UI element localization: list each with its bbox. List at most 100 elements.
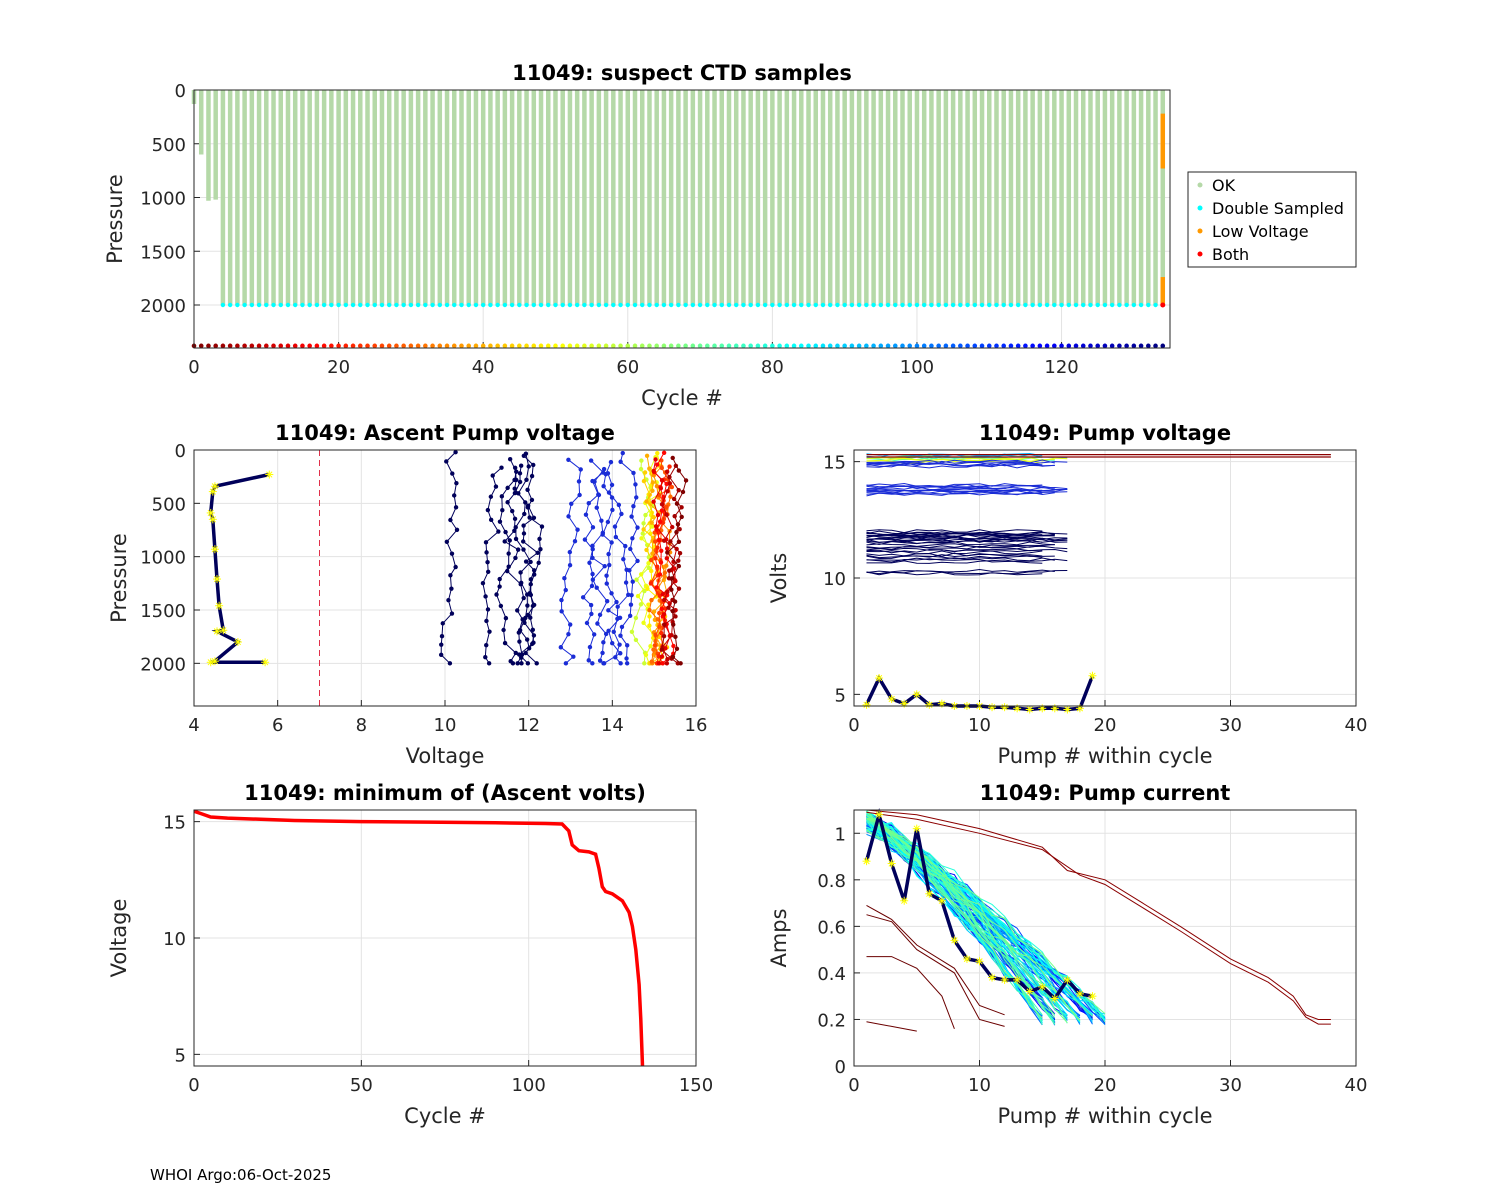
- x-axis-label: Pump # within cycle: [998, 1104, 1213, 1128]
- x-axis-label: Pump # within cycle: [998, 744, 1213, 768]
- cycle-color-marker: [372, 343, 378, 349]
- voltage-sample-point: [590, 661, 595, 666]
- double-sampled-point: [625, 302, 630, 308]
- voltage-sample-point: [487, 629, 492, 634]
- cycle-color-marker: [791, 343, 797, 349]
- voltage-sample-point: [657, 572, 663, 577]
- double-sampled-point: [893, 302, 898, 308]
- voltage-sample-point: [626, 592, 631, 598]
- voltage-sample-point: [664, 661, 670, 666]
- pump-voltage-line: [866, 559, 1043, 564]
- cycle-color-marker: [379, 343, 385, 349]
- cycle-color-marker: [748, 343, 753, 349]
- cycle-color-marker: [1052, 343, 1057, 349]
- double-sampled-point: [849, 302, 855, 308]
- cycle-color-marker: [415, 343, 421, 349]
- double-sampled-point: [365, 302, 370, 308]
- double-sampled-point: [748, 302, 753, 308]
- pump-voltage-line: [866, 571, 1043, 576]
- voltage-sample-point: [602, 563, 607, 569]
- star-marker: [1088, 992, 1097, 1001]
- double-sampled-point: [285, 302, 291, 308]
- voltage-sample-point: [537, 536, 542, 542]
- x-tick-label: 40: [1345, 1075, 1368, 1096]
- double-sampled-point: [741, 302, 746, 308]
- star-marker: [215, 601, 224, 610]
- voltage-sample-point: [618, 633, 623, 638]
- x-axis-label: Cycle #: [641, 386, 723, 410]
- voltage-sample-point: [635, 525, 640, 530]
- voltage-profile-line: [607, 473, 629, 664]
- voltage-sample-point: [676, 468, 682, 473]
- double-sampled-point: [654, 302, 659, 308]
- voltage-sample-point: [519, 661, 524, 666]
- y-axis-label: Voltage: [107, 899, 131, 978]
- cycle-color-marker: [560, 343, 566, 349]
- voltage-sample-point: [650, 551, 655, 556]
- voltage-sample-point: [680, 489, 686, 495]
- double-sampled-point: [546, 302, 551, 308]
- voltage-sample-point: [644, 547, 649, 553]
- voltage-sample-point: [566, 457, 571, 462]
- voltage-sample-point: [660, 591, 666, 597]
- voltage-sample-point: [507, 538, 512, 543]
- voltage-sample-point: [521, 595, 526, 601]
- double-sampled-point: [256, 302, 262, 308]
- voltage-sample-point: [618, 459, 623, 464]
- cycle-color-marker: [798, 343, 804, 349]
- voltage-sample-point: [673, 634, 678, 640]
- voltage-sample-point: [674, 501, 680, 506]
- double-sampled-point: [950, 302, 956, 308]
- voltage-sample-point: [664, 546, 670, 551]
- cycle-color-marker: [394, 343, 399, 349]
- star-marker: [1063, 705, 1072, 714]
- voltage-sample-point: [639, 458, 644, 463]
- voltage-sample-point: [611, 629, 616, 634]
- long-pump-current-line: [866, 809, 1331, 1020]
- y-tick-label: 1000: [140, 189, 186, 210]
- double-sampled-point: [379, 302, 385, 308]
- voltage-sample-point: [659, 508, 665, 513]
- star-marker: [912, 690, 921, 699]
- voltage-sample-point: [676, 558, 681, 563]
- double-sampled-point: [806, 302, 811, 308]
- voltage-sample-point: [513, 536, 519, 542]
- cycle-color-marker: [1015, 343, 1021, 349]
- double-sampled-point: [784, 302, 790, 308]
- cycle-color-marker: [343, 343, 349, 349]
- x-tick-label: 20: [1094, 1075, 1117, 1096]
- voltage-sample-point: [512, 490, 518, 496]
- voltage-sample-point: [612, 524, 618, 529]
- voltage-sample-point: [497, 519, 503, 524]
- voltage-sample-point: [623, 543, 628, 549]
- voltage-sample-point: [586, 658, 591, 663]
- voltage-sample-point: [524, 477, 529, 482]
- star-marker: [1000, 703, 1009, 712]
- voltage-sample-point: [608, 459, 614, 465]
- pump-voltage-line: [866, 457, 1068, 462]
- voltage-sample-point: [645, 586, 650, 592]
- voltage-sample-point: [600, 650, 605, 656]
- voltage-sample-point: [448, 517, 453, 523]
- x-tick-label: 0: [188, 357, 199, 378]
- voltage-sample-point: [582, 537, 588, 542]
- voltage-sample-point: [595, 621, 600, 626]
- voltage-sample-point: [563, 587, 568, 593]
- star-marker: [937, 896, 946, 905]
- double-sampled-point: [1138, 302, 1144, 308]
- voltage-sample-point: [591, 632, 597, 637]
- y-tick-label: 5: [835, 685, 846, 706]
- voltage-sample-point: [531, 515, 537, 521]
- legend-entry: Low Voltage: [1212, 222, 1309, 241]
- voltage-sample-point: [567, 562, 573, 568]
- star-marker: [925, 700, 934, 709]
- voltage-sample-point: [501, 627, 506, 633]
- voltage-sample-point: [532, 572, 537, 577]
- voltage-sample-point: [529, 473, 535, 479]
- double-sampled-point: [618, 302, 623, 308]
- double-sampled-point: [502, 302, 508, 308]
- voltage-sample-point: [505, 500, 510, 505]
- double-sampled-point: [929, 302, 934, 308]
- voltage-sample-point: [604, 581, 609, 586]
